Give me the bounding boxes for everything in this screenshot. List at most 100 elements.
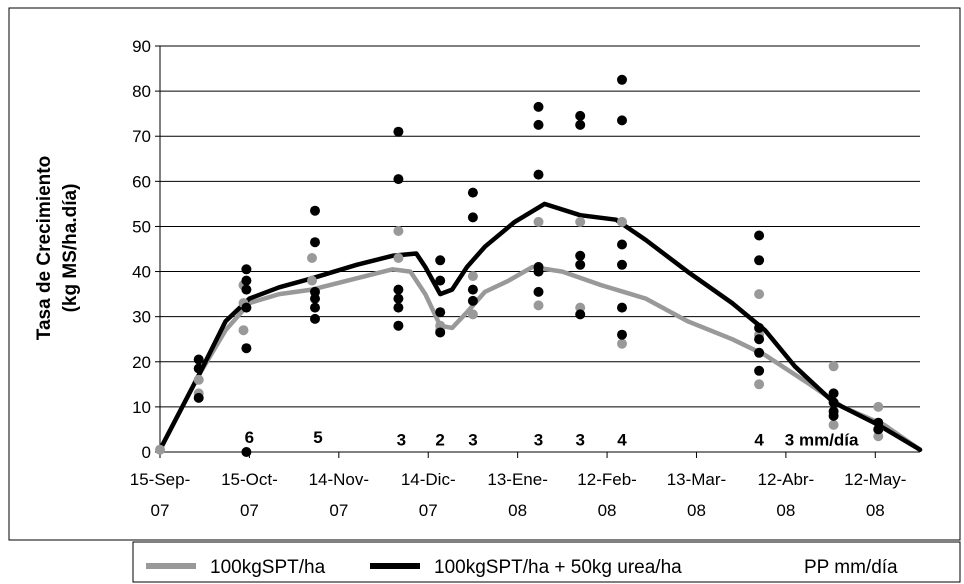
series-1-point-33 xyxy=(533,266,544,277)
series-0-point-24 xyxy=(754,379,765,390)
series-1-point-21 xyxy=(435,255,446,266)
series-1-point-3 xyxy=(241,264,252,275)
series-1-point-41 xyxy=(617,115,627,126)
series-1-point-55 xyxy=(828,410,839,421)
pp-label-3: 2 xyxy=(435,430,444,449)
series-0-point-6 xyxy=(307,253,317,263)
series-0-point-17 xyxy=(533,300,544,311)
series-0-point-20 xyxy=(617,216,627,227)
series-1-point-20 xyxy=(393,320,404,331)
series-1-point-29 xyxy=(533,101,544,112)
x-tick-label-6-line1: 13-Mar- xyxy=(667,470,727,489)
series-1-point-39 xyxy=(575,309,586,320)
y-tick-label-10: 10 xyxy=(132,398,151,417)
y-axis-label-line1: Tasa de Crecimiento xyxy=(34,156,55,340)
y-tick-label-90: 90 xyxy=(132,37,151,56)
y-axis-label-line2: (kg MS/ha.día) xyxy=(60,184,81,313)
series-1-point-19 xyxy=(393,302,404,313)
y-tick-label-50: 50 xyxy=(132,217,151,236)
legend-box xyxy=(132,541,961,583)
series-1-point-10 xyxy=(310,237,320,248)
x-tick-label-8-line1: 12-May- xyxy=(844,470,906,489)
pp-label-4: 3 xyxy=(468,430,477,449)
pp-label-0: 6 xyxy=(245,428,254,447)
y-tick-label-70: 70 xyxy=(132,127,151,146)
series-0-point-13 xyxy=(467,271,478,282)
series-0-point-15 xyxy=(533,216,544,227)
series-0-point-7 xyxy=(307,275,317,286)
series-1-point-52 xyxy=(828,388,839,399)
series-0-point-0 xyxy=(155,444,165,455)
series-1-point-27 xyxy=(467,284,478,295)
series-1-point-15 xyxy=(393,126,404,137)
legend: 100kgSPT/ha 100kgSPT/ha + 50kg urea/ha P… xyxy=(132,541,961,583)
y-tick-label-0: 0 xyxy=(142,443,151,462)
series-1-point-40 xyxy=(617,74,627,85)
series-1-point-48 xyxy=(754,322,765,333)
series-1-point-23 xyxy=(435,307,446,318)
x-tick-label-1-line1: 15-Oct- xyxy=(221,470,278,489)
y-tick-labels: 0 10 20 30 40 50 60 70 80 90 xyxy=(132,37,151,462)
series-1-point-42 xyxy=(617,239,627,250)
series-1-point-14 xyxy=(310,313,320,324)
pp-label-6: 3 xyxy=(576,430,585,449)
series-0-point-5 xyxy=(238,325,249,336)
y-tick-label-80: 80 xyxy=(132,82,151,101)
series-1-point-18 xyxy=(393,293,404,304)
series-1-point-57 xyxy=(873,424,884,435)
series-1-point-43 xyxy=(617,259,627,270)
x-tick-label-4-line1: 13-Ene- xyxy=(487,470,547,489)
series-1-point-28 xyxy=(467,295,478,306)
series-1-point-22 xyxy=(435,275,446,286)
pp-label-7: 4 xyxy=(617,430,627,449)
series-points xyxy=(155,74,884,457)
legend-label-spt: 100kgSPT/ha xyxy=(210,557,326,578)
pp-label-5: 3 xyxy=(534,430,543,449)
x-tick-label-8-line2: 08 xyxy=(866,501,885,520)
chart-border xyxy=(8,7,961,541)
series-1-point-8 xyxy=(241,447,252,457)
y-tick-label-20: 20 xyxy=(132,353,151,372)
series-1-point-44 xyxy=(617,302,627,313)
pp-labels: 6 5 3 2 3 3 3 4 4 3 mm/día xyxy=(245,428,859,449)
pp-label-1: 5 xyxy=(313,428,322,447)
series-1-point-2 xyxy=(193,392,204,403)
series-1-point-6 xyxy=(241,302,252,313)
y-tick-label-30: 30 xyxy=(132,308,151,327)
series-1-point-49 xyxy=(754,334,765,345)
x-tick-labels: 15-Sep- 07 15-Oct- 07 14-Nov- 07 14-Dic- 07 13-E… xyxy=(130,470,907,520)
x-tick-label-2-line2: 07 xyxy=(329,501,348,520)
series-1-point-13 xyxy=(310,302,320,313)
series-0-point-2 xyxy=(193,374,204,385)
x-tick-label-5-line1: 12-Feb- xyxy=(577,470,637,489)
series-1-point-12 xyxy=(310,293,320,304)
series-0-point-18 xyxy=(575,216,586,227)
pp-label-9: 3 mm/día xyxy=(785,430,859,449)
series-1-point-30 xyxy=(533,119,544,130)
series-1-point-1 xyxy=(193,363,204,374)
x-tick-label-7-line2: 08 xyxy=(776,501,795,520)
series-0-point-9 xyxy=(393,253,404,263)
series-1-point-26 xyxy=(467,212,478,223)
series-1-point-38 xyxy=(575,259,586,270)
series-1-point-51 xyxy=(754,365,765,376)
series-1-point-37 xyxy=(575,250,586,261)
series-1-point-46 xyxy=(754,230,765,241)
x-tick-label-7-line1: 12-Abr- xyxy=(758,470,815,489)
series-1-point-34 xyxy=(533,286,544,297)
x-tick-label-4-line2: 08 xyxy=(508,501,527,520)
pp-label-2: 3 xyxy=(397,430,406,449)
y-tick-label-40: 40 xyxy=(132,263,151,282)
series-1-point-5 xyxy=(241,284,252,295)
x-tick-label-0-line1: 15-Sep- xyxy=(130,470,190,489)
x-tick-label-2-line1: 14-Nov- xyxy=(309,470,369,489)
x-tick-label-0-line2: 07 xyxy=(151,501,170,520)
series-1-point-45 xyxy=(617,329,627,340)
x-tick-label-5-line2: 08 xyxy=(598,501,617,520)
series-1-point-7 xyxy=(241,343,252,354)
series-1-point-47 xyxy=(754,255,765,266)
series-1-point-16 xyxy=(393,174,404,185)
pp-label-8: 4 xyxy=(754,430,764,449)
series-0-point-21 xyxy=(617,338,627,349)
